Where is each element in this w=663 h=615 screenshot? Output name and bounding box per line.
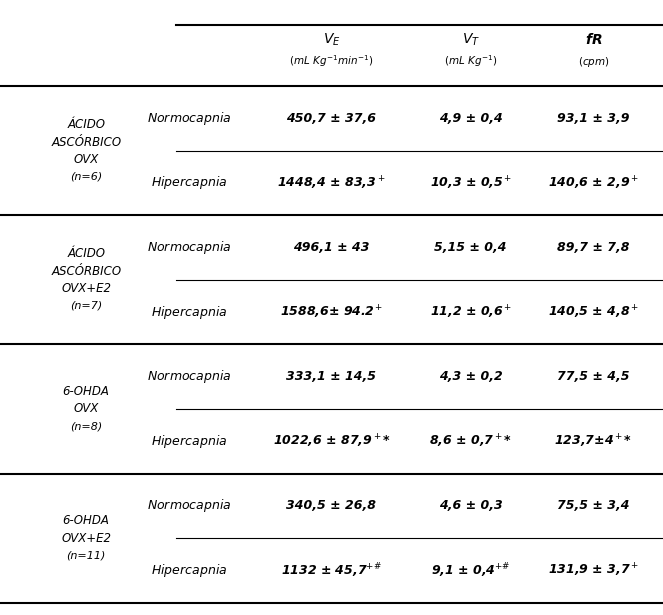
Text: $(mL\ Kg^{-1}min^{-1})$: $(mL\ Kg^{-1}min^{-1})$ bbox=[289, 54, 374, 69]
Text: $\it{Hipercapnia}$: $\it{Hipercapnia}$ bbox=[151, 304, 227, 320]
Text: 5,15 ± 0,4: 5,15 ± 0,4 bbox=[434, 241, 507, 254]
Text: 8,6 ± 0,7$^+$*: 8,6 ± 0,7$^+$* bbox=[429, 432, 512, 450]
Text: 77,5 ± 4,5: 77,5 ± 4,5 bbox=[557, 370, 630, 383]
Text: $(cpm)$: $(cpm)$ bbox=[577, 55, 609, 68]
Text: ÁCIDO: ÁCIDO bbox=[67, 118, 105, 132]
Text: 333,1 ± 14,5: 333,1 ± 14,5 bbox=[286, 370, 377, 383]
Text: OVX: OVX bbox=[74, 153, 99, 166]
Text: 75,5 ± 3,4: 75,5 ± 3,4 bbox=[557, 499, 630, 512]
Text: 1448,4 ± 83,3$^+$: 1448,4 ± 83,3$^+$ bbox=[277, 174, 386, 192]
Text: 340,5 ± 26,8: 340,5 ± 26,8 bbox=[286, 499, 377, 512]
Text: 89,7 ± 7,8: 89,7 ± 7,8 bbox=[557, 241, 630, 254]
Text: 140,6 ± 2,9$^+$: 140,6 ± 2,9$^+$ bbox=[548, 174, 639, 192]
Text: $\boldsymbol{fR}$: $\boldsymbol{fR}$ bbox=[585, 33, 602, 47]
Text: $\it{Normocapnia}$: $\it{Normocapnia}$ bbox=[147, 368, 231, 385]
Text: 140,5 ± 4,8$^+$: 140,5 ± 4,8$^+$ bbox=[548, 303, 639, 321]
Text: 9,1 ± 0,4$^{+\#}$: 9,1 ± 0,4$^{+\#}$ bbox=[431, 561, 511, 580]
Text: $\boldsymbol{V_T}$: $\boldsymbol{V_T}$ bbox=[461, 32, 480, 48]
Text: $\it{Hipercapnia}$: $\it{Hipercapnia}$ bbox=[151, 562, 227, 579]
Text: OVX+E2: OVX+E2 bbox=[61, 282, 111, 295]
Text: $\it{Normocapnia}$: $\it{Normocapnia}$ bbox=[147, 498, 231, 514]
Text: ÁCIDO: ÁCIDO bbox=[67, 247, 105, 261]
Text: 4,6 ± 0,3: 4,6 ± 0,3 bbox=[439, 499, 503, 512]
Text: 4,9 ± 0,4: 4,9 ± 0,4 bbox=[439, 112, 503, 125]
Text: $\it{Normocapnia}$: $\it{Normocapnia}$ bbox=[147, 239, 231, 256]
Text: 6-OHDA: 6-OHDA bbox=[63, 385, 109, 399]
Text: 1022,6 ± 87,9$^+$*: 1022,6 ± 87,9$^+$* bbox=[272, 432, 391, 450]
Text: (n=7): (n=7) bbox=[70, 301, 102, 311]
Text: $\boldsymbol{V_E}$: $\boldsymbol{V_E}$ bbox=[323, 32, 340, 48]
Text: $(mL\ Kg^{-1})$: $(mL\ Kg^{-1})$ bbox=[444, 54, 497, 69]
Text: (n=8): (n=8) bbox=[70, 421, 102, 431]
Text: 1588,6± 94.2$^+$: 1588,6± 94.2$^+$ bbox=[280, 303, 383, 321]
Text: 450,7 ± 37,6: 450,7 ± 37,6 bbox=[286, 112, 377, 125]
Text: ASCÓRBICO: ASCÓRBICO bbox=[51, 135, 121, 149]
Text: OVX: OVX bbox=[74, 402, 99, 416]
Text: (n=6): (n=6) bbox=[70, 172, 102, 181]
Text: 10,3 ± 0,5$^+$: 10,3 ± 0,5$^+$ bbox=[430, 174, 512, 192]
Text: (n=11): (n=11) bbox=[66, 550, 106, 560]
Text: 1132 ± 45,7$^{+\#}$: 1132 ± 45,7$^{+\#}$ bbox=[281, 561, 382, 580]
Text: ASCÓRBICO: ASCÓRBICO bbox=[51, 264, 121, 278]
Text: 123,7±4$^+$*: 123,7±4$^+$* bbox=[554, 432, 633, 450]
Text: 4,3 ± 0,2: 4,3 ± 0,2 bbox=[439, 370, 503, 383]
Text: $\it{Hipercapnia}$: $\it{Hipercapnia}$ bbox=[151, 175, 227, 191]
Text: 496,1 ± 43: 496,1 ± 43 bbox=[293, 241, 370, 254]
Text: $\it{Normocapnia}$: $\it{Normocapnia}$ bbox=[147, 110, 231, 127]
Text: 93,1 ± 3,9: 93,1 ± 3,9 bbox=[557, 112, 630, 125]
Text: $\it{Hipercapnia}$: $\it{Hipercapnia}$ bbox=[151, 433, 227, 450]
Text: OVX+E2: OVX+E2 bbox=[61, 531, 111, 545]
Text: 11,2 ± 0,6$^+$: 11,2 ± 0,6$^+$ bbox=[430, 303, 512, 321]
Text: 6-OHDA: 6-OHDA bbox=[63, 514, 109, 528]
Text: 131,9 ± 3,7$^+$: 131,9 ± 3,7$^+$ bbox=[548, 561, 639, 579]
